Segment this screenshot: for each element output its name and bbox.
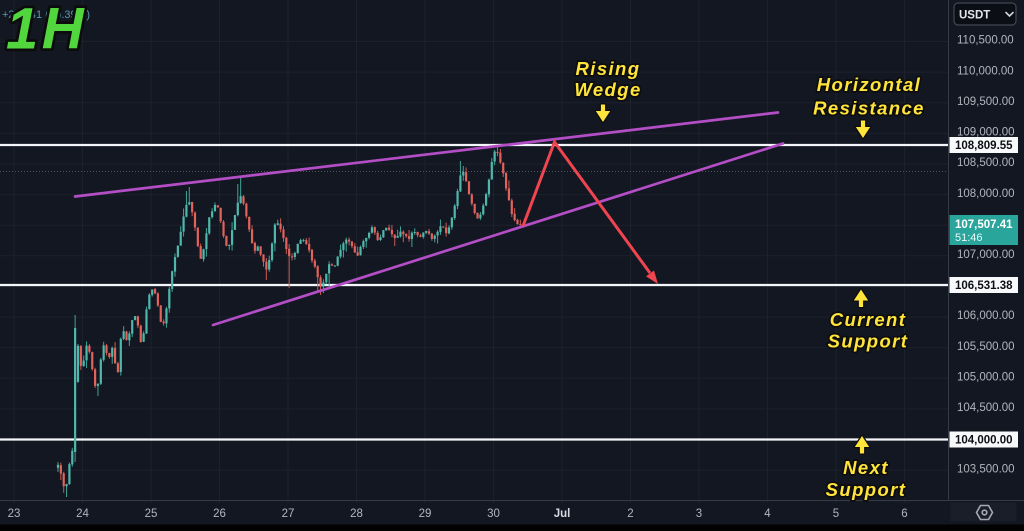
svg-text:110,000.00: 110,000.00 — [957, 65, 1014, 77]
svg-text:Wedge: Wedge — [574, 79, 641, 100]
svg-text:109,500.00: 109,500.00 — [957, 96, 1015, 108]
svg-text:106,000.00: 106,000.00 — [957, 310, 1015, 322]
svg-text:Support: Support — [826, 479, 907, 500]
svg-text:5: 5 — [833, 508, 839, 520]
svg-text:105,000.00: 105,000.00 — [957, 372, 1015, 384]
svg-text:Jul: Jul — [554, 508, 571, 520]
svg-text:29: 29 — [419, 508, 432, 520]
svg-text:26: 26 — [213, 508, 226, 520]
svg-text:2: 2 — [627, 508, 633, 520]
svg-text:27: 27 — [282, 508, 295, 520]
svg-text:USDT: USDT — [959, 10, 990, 22]
svg-text:Support: Support — [828, 331, 909, 352]
svg-text:Current: Current — [830, 309, 907, 330]
svg-text:3: 3 — [696, 508, 702, 520]
svg-text:104,000.00: 104,000.00 — [955, 435, 1013, 447]
svg-text:24: 24 — [76, 508, 89, 520]
svg-text:110,500.00: 110,500.00 — [957, 35, 1014, 47]
svg-text:107,000.00: 107,000.00 — [957, 249, 1015, 261]
svg-text:108,500.00: 108,500.00 — [957, 157, 1015, 169]
svg-text:Next: Next — [843, 457, 889, 478]
svg-text:Horizontal: Horizontal — [817, 74, 921, 95]
svg-text:4: 4 — [764, 508, 771, 520]
svg-text:107,507.41: 107,507.41 — [955, 219, 1013, 231]
svg-text:103,500.00: 103,500.00 — [957, 463, 1015, 475]
svg-text:Resistance: Resistance — [813, 98, 925, 119]
svg-text:1H: 1H — [6, 0, 87, 62]
svg-text:+287.41 (+0.39%): +287.41 (+0.39%) — [2, 9, 90, 21]
svg-text:23: 23 — [8, 508, 21, 520]
svg-text:28: 28 — [350, 508, 363, 520]
svg-text:109,000.00: 109,000.00 — [957, 127, 1015, 139]
svg-text:Rising: Rising — [576, 58, 641, 79]
svg-text:51:46: 51:46 — [955, 232, 983, 244]
svg-text:105,500.00: 105,500.00 — [957, 341, 1015, 353]
svg-text:108,000.00: 108,000.00 — [957, 188, 1015, 200]
svg-text:108,809.55: 108,809.55 — [955, 140, 1013, 152]
svg-text:104,500.00: 104,500.00 — [957, 402, 1015, 414]
svg-text:30: 30 — [487, 508, 500, 520]
svg-text:106,531.38: 106,531.38 — [955, 280, 1013, 292]
svg-text:25: 25 — [145, 508, 158, 520]
svg-text:6: 6 — [901, 508, 907, 520]
